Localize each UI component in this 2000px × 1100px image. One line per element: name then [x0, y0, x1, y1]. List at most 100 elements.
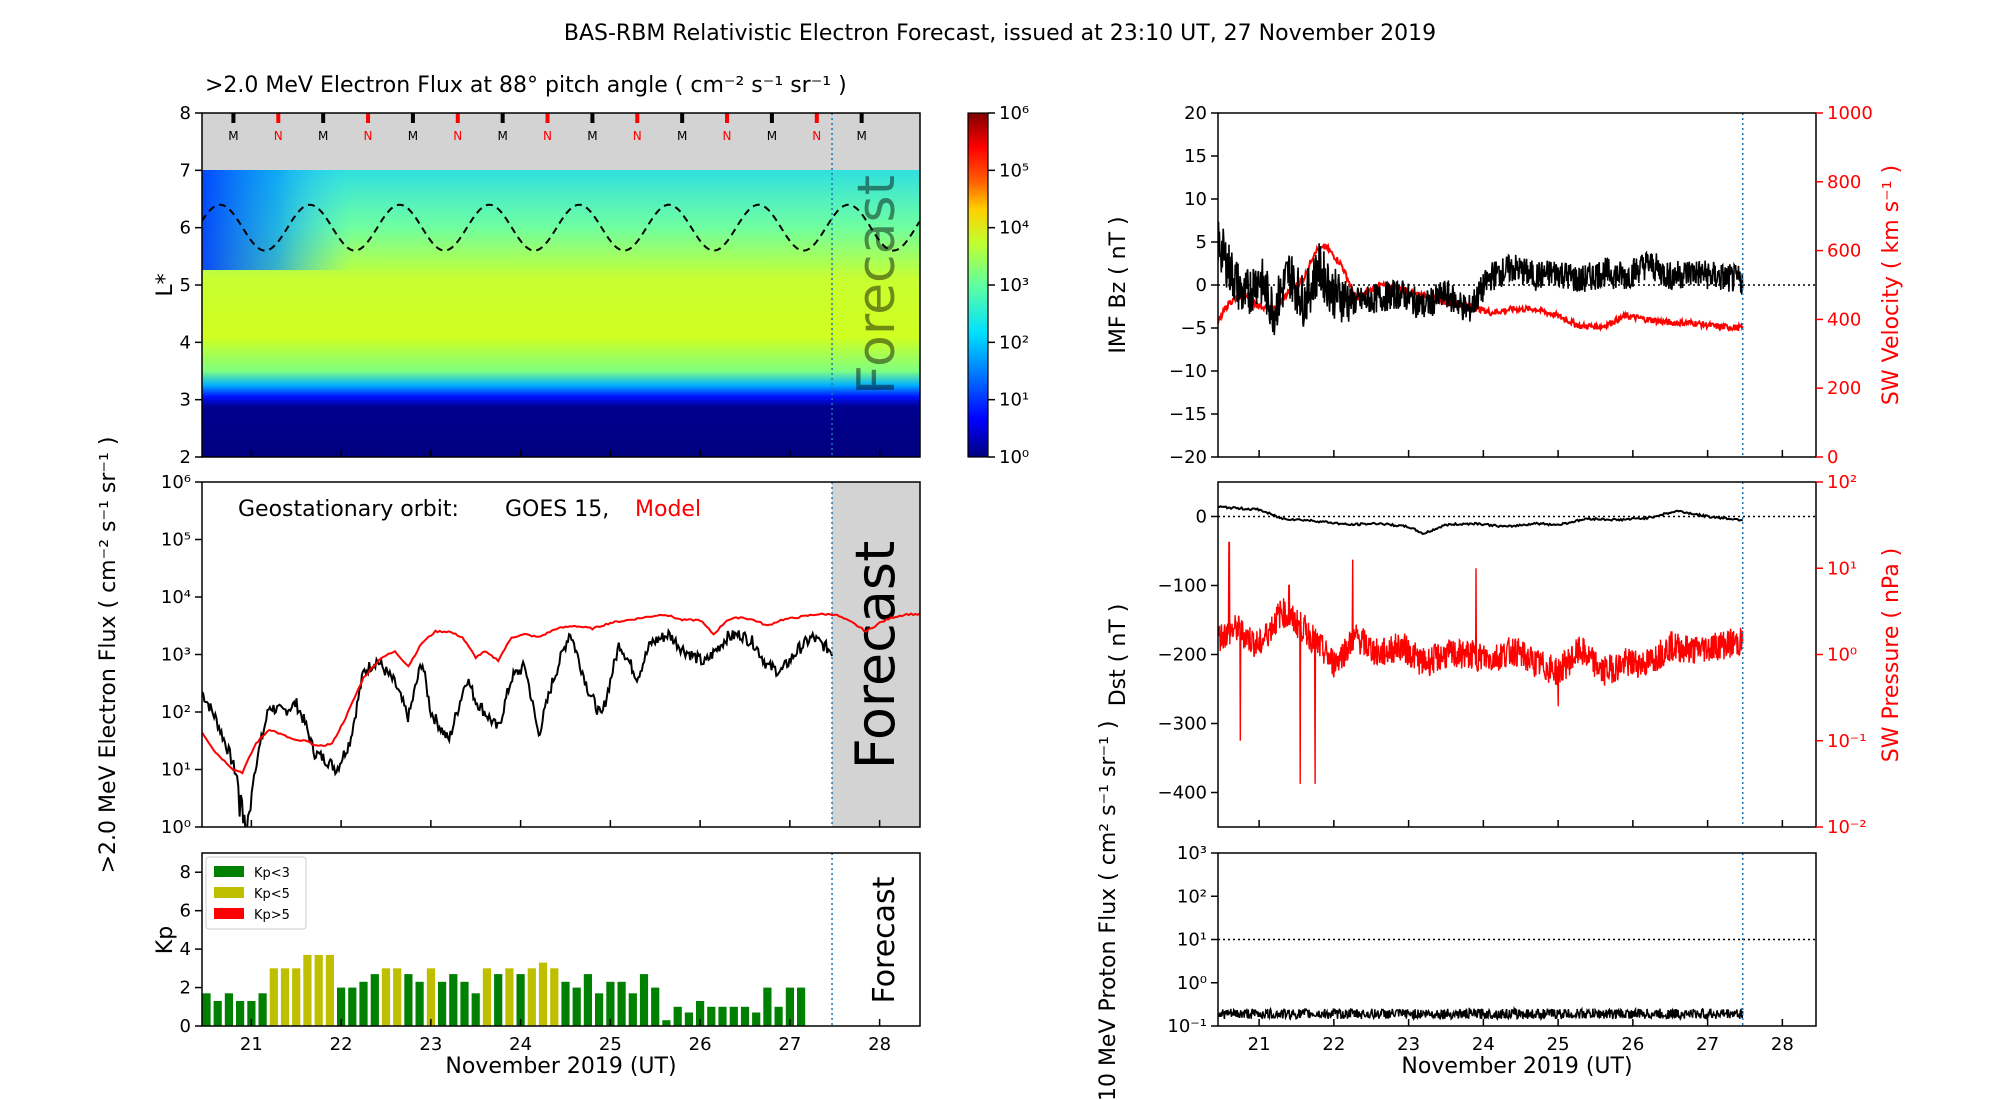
x-tick-label: 26 [689, 1034, 712, 1055]
geo-flux-y-ticks: 10⁰ 10¹ 10² 10³ 10⁴ 10⁵ 10⁶ [161, 472, 202, 838]
orbit-marker-label: M [408, 129, 418, 143]
y-tick-label: 7 [180, 160, 191, 181]
kp-bar [538, 962, 548, 1026]
panel-dst-pressure: 0 −100 −200 −300 −400 10² 10¹ 10⁰ 10⁻¹ 10⁻² Dst … [1106, 472, 1904, 838]
dst-y-label: Dst ( nT ) [1106, 604, 1131, 707]
y-tick-label: 10⁰ [1177, 973, 1207, 994]
y-tick-label: 6 [180, 901, 191, 922]
panel-geo-flux: Forecast 10⁰ 10¹ 10² 10³ 10⁴ 10⁵ 10⁶ Geostatio… [96, 437, 921, 873]
orbit-marker-label: N [633, 129, 642, 143]
y-tick-label: 2 [180, 978, 191, 999]
proton-y-ticks: 10³ 10² 10¹ 10⁰ 10⁻¹ [1167, 843, 1218, 1037]
y-tick-label: 10⁻² [1827, 817, 1867, 838]
y-tick-label: 10⁻¹ [1167, 1016, 1207, 1037]
y-tick-label: 10⁰ [999, 447, 1029, 468]
panel-c-frame [201, 852, 921, 1027]
kp-bar [258, 993, 267, 1026]
kp-bar [314, 954, 323, 1026]
kp-bar [415, 981, 424, 1026]
kp-bar [494, 974, 503, 1026]
y-tick-label: 10² [1177, 886, 1207, 907]
pressure-y-label: SW Pressure ( nPa ) [1879, 548, 1904, 763]
y-tick-label: 8 [180, 103, 191, 124]
y-tick-label: 0 [1196, 507, 1207, 528]
kp-bar [359, 981, 368, 1026]
kp-legend-label-mid: Kp<5 [254, 887, 290, 902]
y-tick-label: 0 [1196, 275, 1207, 296]
x-tick-label: 23 [419, 1034, 442, 1055]
y-tick-label: −10 [1169, 361, 1207, 382]
orbit-marker-label: N [453, 129, 462, 143]
kp-bar [337, 987, 346, 1026]
kp-bar [595, 993, 604, 1026]
kp-bar [1134, 1007, 1142, 1026]
kp-bar [943, 1013, 951, 1027]
orbit-marker-label: M [767, 129, 777, 143]
series-goes15-line [202, 627, 833, 827]
kp-bar [269, 968, 278, 1026]
forecast-watermark-c: Forecast [867, 876, 902, 1003]
kp-bar [1010, 1013, 1018, 1027]
left-x-axis-label: November 2019 (UT) [445, 1054, 676, 1079]
colorbar-ticks: 10⁰ 10¹ 10² 10³ 10⁴ 10⁵ 10⁶ [988, 103, 1029, 468]
kp-bar [977, 1001, 985, 1026]
orbit-marker-label: N [543, 129, 552, 143]
y-tick-label: 5 [180, 275, 191, 296]
y-tick-label: 8 [180, 862, 191, 883]
kp-bar [639, 974, 649, 1026]
kp-bar [572, 987, 581, 1026]
y-tick-label: 10⁴ [161, 587, 191, 608]
figure-title: BAS-RBM Relativistic Electron Forecast, … [564, 21, 1436, 46]
y-tick-label: 10² [161, 702, 191, 723]
kp-bar [1055, 1007, 1063, 1026]
kp-bar [932, 1007, 940, 1026]
y-tick-label: 10⁰ [161, 817, 191, 838]
y-tick-label: −15 [1169, 404, 1207, 425]
colorbar [967, 112, 989, 458]
kp-bar [438, 981, 447, 1026]
kp-legend-swatch-high [214, 908, 244, 919]
geo-legend-prefix: Geostationary orbit: [238, 497, 459, 522]
kp-bar [673, 1006, 682, 1026]
kp-bar [740, 1006, 750, 1026]
imf-bz-line [1218, 221, 1744, 336]
orbit-marker-label: M [587, 129, 597, 143]
orbit-marker-label: M [497, 129, 507, 143]
right-x-axis-label: November 2019 (UT) [1401, 1054, 1632, 1079]
x-tick-label: 26 [1621, 1034, 1644, 1055]
bz-y-label: IMF Bz ( nT ) [1106, 216, 1131, 353]
kp-bar [202, 993, 211, 1026]
kp-bar [561, 981, 570, 1026]
kp-bar [954, 1007, 962, 1026]
geo-legend-model: Model [635, 497, 701, 522]
dst-line [1218, 505, 1744, 536]
forecast-watermark-b: Forecast [844, 541, 907, 770]
kp-bar [348, 987, 357, 1026]
kp-bar [213, 1001, 222, 1026]
x-tick-label: 24 [1472, 1034, 1495, 1055]
kp-bar [325, 954, 334, 1026]
forecast-shade-b [832, 482, 920, 827]
kp-legend-swatch-mid [214, 887, 244, 898]
kp-bar [1066, 1007, 1074, 1026]
kp-legend-label-high: Kp>5 [254, 908, 290, 923]
vsw-y-ticks: 1000 800 600 400 200 0 [1816, 103, 1873, 468]
kp-bar [393, 968, 402, 1026]
sw-velocity-line [1218, 242, 1744, 333]
orbit-marker-label: M [228, 129, 238, 143]
y-tick-label: 0 [180, 1016, 191, 1037]
kp-bar [471, 993, 480, 1026]
kp-bar [224, 993, 233, 1026]
y-tick-label: −5 [1180, 318, 1207, 339]
y-tick-label: −400 [1158, 783, 1207, 804]
heatmap-early-depletion [202, 170, 352, 270]
y-tick-label: 800 [1827, 172, 1861, 193]
kp-bar [516, 974, 525, 1026]
kp-bar [752, 1012, 761, 1026]
lshell-contour-dashed [202, 203, 920, 252]
kp-bar [303, 954, 312, 1026]
y-tick-label: 10¹ [1827, 558, 1857, 579]
geo-legend-goes: GOES 15, [505, 497, 609, 522]
y-tick-label: 10⁶ [161, 472, 191, 493]
kp-bar [482, 968, 491, 1026]
